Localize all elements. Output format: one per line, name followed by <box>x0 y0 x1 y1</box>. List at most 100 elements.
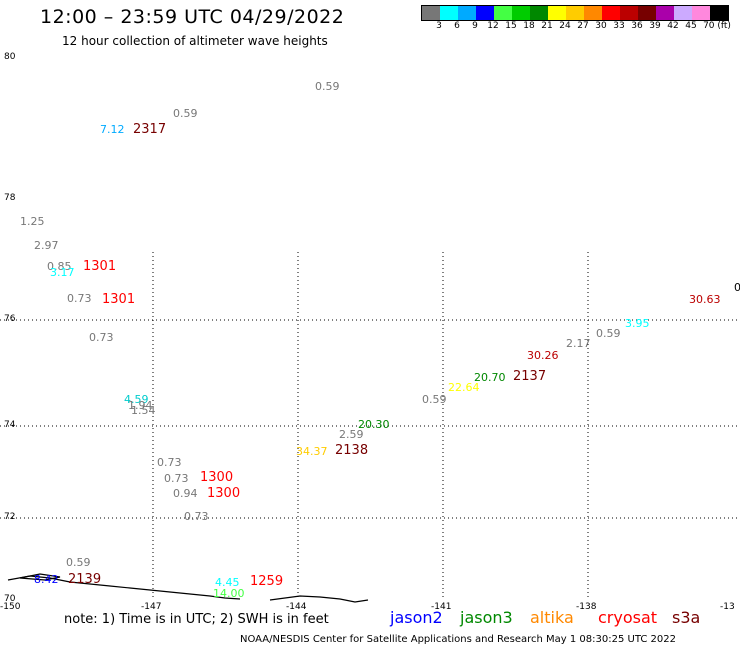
footer-note: note: 1) Time is in UTC; 2) SWH is in fe… <box>64 612 329 627</box>
wave-height-label: 2.97 <box>34 239 59 252</box>
y-tick-label: 78 <box>4 193 16 203</box>
legend-label: 12 <box>487 21 499 31</box>
legend-swatch <box>530 6 548 20</box>
pass-time-label: 2317 <box>133 122 167 137</box>
pass-time-label: 1301 <box>83 259 117 274</box>
legend-label: 18 <box>523 21 535 31</box>
legend-label: 39 <box>649 21 661 31</box>
legend-label: 21 <box>541 21 553 31</box>
pass-time-label: 1300 <box>207 486 241 501</box>
wave-height-label: 0.73 <box>89 331 114 344</box>
legend-swatch <box>674 6 692 20</box>
pass-time-label: 1259 <box>250 574 284 589</box>
legend-swatch <box>620 6 638 20</box>
wave-height-label: 34.37 <box>296 445 328 458</box>
satellite-label-altika: altika <box>530 608 574 627</box>
pass-time-label: 2139 <box>68 572 102 587</box>
wave-height-label: 0.94 <box>173 487 198 500</box>
wave-height-label: 0.73 <box>67 292 92 305</box>
wave-height-label: 1.25 <box>20 215 45 228</box>
wave-height-label: 14.00 <box>213 587 245 600</box>
wave-height-label: 20.30 <box>358 418 390 431</box>
legend-swatch <box>584 6 602 20</box>
legend-swatch <box>440 6 458 20</box>
wave-height-label: 0.73 <box>157 456 182 469</box>
legend-label: 15 <box>505 21 517 31</box>
legend-label: 42 <box>667 21 679 31</box>
wave-height-label: 4.59 <box>124 393 149 406</box>
legend-swatch <box>656 6 674 20</box>
y-tick-label: 72 <box>4 512 16 522</box>
wave-height-label: 0.59 <box>596 327 621 340</box>
coastline-canada <box>269 595 369 603</box>
legend-label: 30 <box>595 21 607 31</box>
wave-height-label: 30.63 <box>689 293 721 306</box>
satellite-label-jason3: jason3 <box>460 608 513 627</box>
x-tick-label: -141 <box>431 602 452 612</box>
wave-height-label: 0.59 <box>315 80 340 93</box>
wave-height-label: 30.26 <box>527 349 559 362</box>
legend-swatch <box>422 6 440 20</box>
legend-swatch <box>494 6 512 20</box>
wave-height-label: 3.17 <box>50 266 75 279</box>
wave-height-label: 2.17 <box>566 337 591 350</box>
wave-height-label: 0.59 <box>173 107 198 120</box>
legend-swatch <box>566 6 584 20</box>
legend-label: 24 <box>559 21 571 31</box>
y-tick-label: 74 <box>4 420 16 430</box>
x-tick-label: -147 <box>141 602 162 612</box>
legend-label: 70 (ft) <box>703 21 731 31</box>
x-tick-label: -13 <box>720 602 735 612</box>
wave-height-label: 7.12 <box>100 123 125 136</box>
legend-swatch <box>710 6 728 20</box>
wave-height-label: 0 <box>734 281 740 294</box>
legend-swatch <box>476 6 494 20</box>
wave-height-label: 4.45 <box>215 576 240 589</box>
wave-height-label: 1.94 <box>128 399 153 412</box>
color-legend <box>421 5 729 21</box>
x-tick-label: -138 <box>576 602 597 612</box>
wave-height-label: 8.42 <box>34 573 59 586</box>
grid-lines <box>0 252 740 600</box>
legend-label: 6 <box>454 21 460 31</box>
pass-time-label: 2137 <box>513 369 547 384</box>
legend-label: 27 <box>577 21 589 31</box>
coastline <box>7 573 369 603</box>
legend-label: 36 <box>631 21 643 31</box>
y-tick-label: 80 <box>4 52 16 62</box>
wave-height-label: 0.73 <box>164 472 189 485</box>
credit-line: NOAA/NESDIS Center for Satellite Applica… <box>240 634 676 645</box>
satellite-label-cryosat: cryosat <box>598 608 658 627</box>
y-tick-label: 76 <box>4 314 16 324</box>
wave-height-label: 1.54 <box>131 404 156 417</box>
coastline-alaska <box>7 575 241 600</box>
page-title: 12:00 – 23:59 UTC 04/29/2022 <box>40 6 345 28</box>
wave-height-label: 0.73 <box>184 510 209 523</box>
wave-height-label: 0.59 <box>66 556 91 569</box>
y-tick-label: 70 <box>4 594 16 604</box>
legend-label: 33 <box>613 21 625 31</box>
pass-time-label: 1300 <box>200 470 234 485</box>
wave-height-label: 20.70 <box>474 371 506 384</box>
coastline-island <box>19 573 61 581</box>
legend-swatch <box>512 6 530 20</box>
satellite-label-s3a: s3a <box>672 608 701 627</box>
pass-time-label: 2138 <box>335 443 369 458</box>
legend-label: 3 <box>436 21 442 31</box>
wave-height-label: 0.59 <box>422 393 447 406</box>
legend-swatch <box>692 6 710 20</box>
page-subtitle: 12 hour collection of altimeter wave hei… <box>62 34 328 48</box>
legend-swatch <box>638 6 656 20</box>
x-tick-label: -144 <box>286 602 307 612</box>
legend-label: 9 <box>472 21 478 31</box>
legend-swatch <box>602 6 620 20</box>
pass-time-label: 1301 <box>102 292 136 307</box>
wave-height-label: 0.85 <box>47 260 72 273</box>
legend-swatch <box>548 6 566 20</box>
legend-label: 45 <box>685 21 697 31</box>
legend-swatch <box>458 6 476 20</box>
satellite-label-jason2: jason2 <box>390 608 443 627</box>
x-tick-label: -150 <box>0 602 21 612</box>
wave-height-label: 2.59 <box>339 428 364 441</box>
